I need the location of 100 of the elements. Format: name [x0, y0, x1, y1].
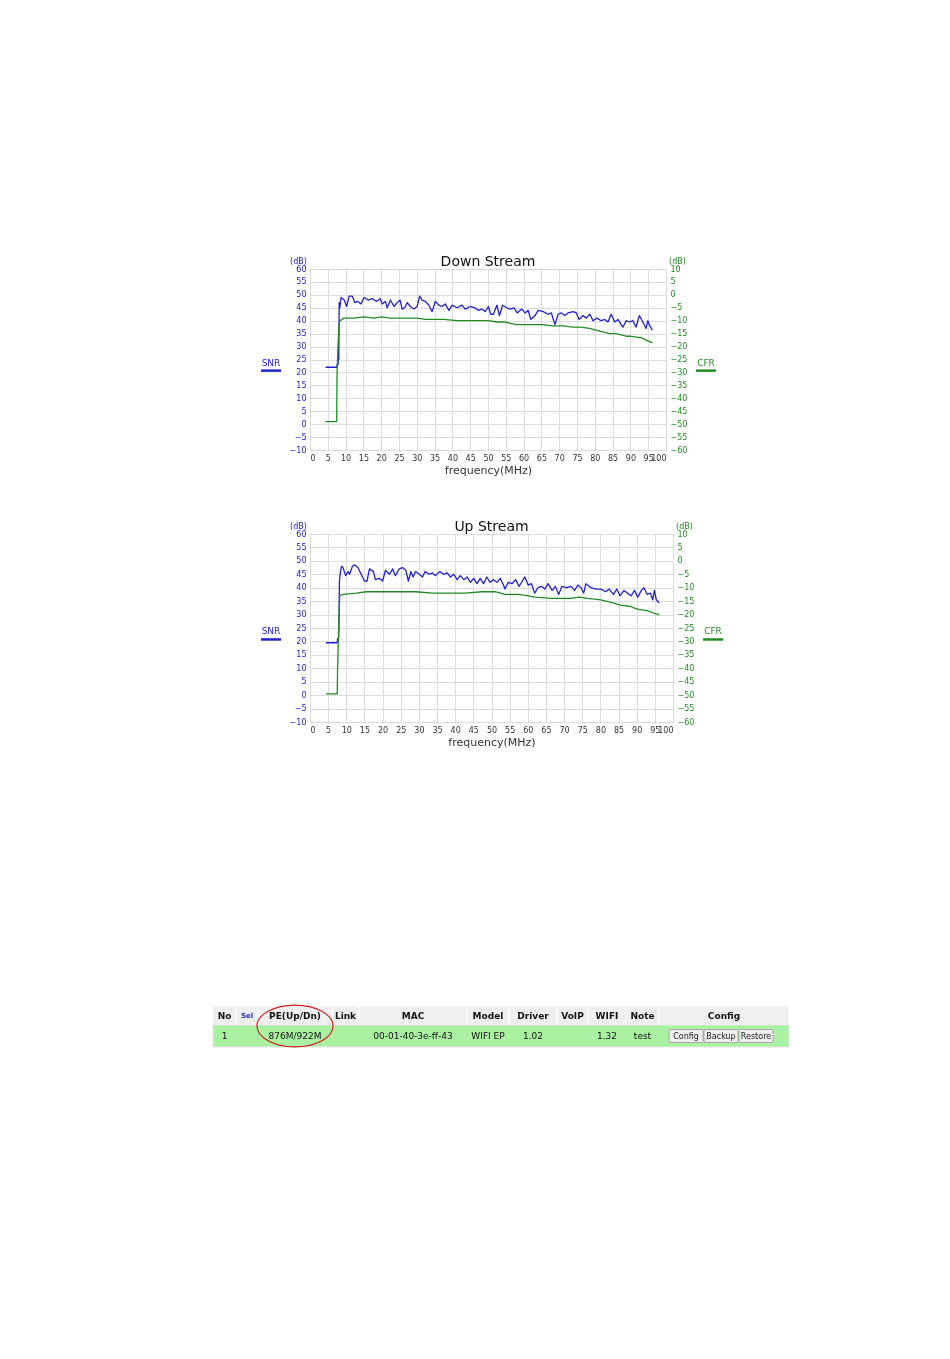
y2-tick-label: 10 — [670, 264, 681, 274]
text: Restore — [740, 1031, 772, 1041]
x-tick-label: 60 — [523, 725, 534, 735]
x-tick-label: 25 — [396, 725, 407, 735]
y2-tick-label: 0 — [670, 290, 676, 300]
x-tick-label: 65 — [536, 453, 547, 463]
y-tick-label: 25 — [296, 355, 307, 364]
y2-tick-label: −50 — [677, 690, 695, 700]
category-label: VoIP — [561, 1011, 585, 1021]
category-label: Driver — [517, 1011, 550, 1021]
y2-tick-label: 0 — [677, 556, 683, 566]
category-label: No — [217, 1011, 232, 1021]
x-tick-label: 5 — [326, 725, 332, 735]
y2-tick-label: −5 — [670, 303, 683, 313]
x-tick-label: 45 — [465, 453, 476, 463]
y-tick-label: 50 — [296, 290, 307, 300]
category-label: Note — [630, 1011, 655, 1021]
x-tick-label: 60 — [519, 453, 530, 463]
x-tick-label: 10 — [341, 453, 352, 463]
y-tick-label: 10 — [296, 393, 307, 403]
y-tick-label: 15 — [296, 380, 307, 390]
x-tick-label: 15 — [359, 725, 371, 735]
y2-tick-label: −45 — [677, 677, 695, 687]
category-label: Model — [472, 1011, 504, 1021]
y-tick-label: 40 — [296, 583, 307, 593]
y2-tick-label: −20 — [670, 342, 688, 352]
y-tick-label: −10 — [289, 445, 307, 455]
x-tick-label: 35 — [430, 453, 441, 463]
x-tick-label: 95 — [643, 453, 654, 463]
text: test — [633, 1031, 652, 1041]
x-tick-label: 70 — [559, 725, 570, 735]
x-tick-label: 55 — [501, 453, 512, 463]
y-tick-label: 30 — [296, 342, 307, 352]
text: SNR — [261, 626, 281, 637]
text: SNR — [261, 357, 281, 368]
line-series — [325, 316, 653, 423]
text: CFR — [704, 626, 722, 637]
y2-tick-label: −10 — [670, 316, 688, 326]
y-tick-label: 60 — [296, 264, 307, 274]
category-label: Link — [334, 1011, 358, 1021]
y-tick-label: −5 — [294, 704, 307, 714]
y2-tick-label: −50 — [670, 419, 688, 429]
y2-tick-label: 5 — [677, 542, 683, 552]
category-label: WIFI — [595, 1011, 619, 1021]
x-tick-label: 5 — [325, 453, 331, 463]
y-tick-label: 5 — [301, 406, 307, 416]
text: CFR — [697, 357, 715, 368]
x-tick-label: 85 — [613, 725, 625, 735]
x-tick-label: 40 — [447, 453, 458, 463]
text: 00-01-40-3e-ff-43 — [373, 1031, 453, 1041]
x-axis-title: frequency(MHz) — [448, 735, 536, 749]
y-tick-label: 40 — [296, 316, 307, 326]
x-tick-label: 35 — [432, 725, 443, 735]
x-tick-label: 50 — [486, 725, 498, 735]
y2-tick-label: −55 — [670, 432, 688, 442]
text: Backup — [706, 1031, 736, 1041]
x-tick-label: 0 — [310, 725, 316, 735]
y2-tick-label: −15 — [670, 329, 688, 339]
y-tick-label: 50 — [296, 556, 307, 566]
line-series — [325, 564, 660, 644]
y-axis-title: (dB) — [290, 521, 307, 531]
y2-tick-label: −60 — [677, 717, 695, 727]
x-tick-label: 100 — [658, 725, 674, 735]
x-tick-label: 15 — [358, 453, 369, 463]
x-tick-label: 70 — [554, 453, 565, 463]
x-tick-label: 75 — [572, 453, 583, 463]
y-tick-label: 10 — [296, 663, 307, 673]
x-tick-label: 30 — [412, 453, 423, 463]
y-tick-label: 35 — [296, 596, 307, 606]
x-axis-title: frequency(MHz) — [444, 463, 533, 477]
text: 1 — [221, 1031, 228, 1041]
category-label: PE(Up/Dn) — [269, 1011, 321, 1021]
y2-tick-label: 5 — [670, 277, 676, 287]
text: WIFI EP — [471, 1031, 506, 1041]
text: 1.32 — [596, 1031, 618, 1041]
y-tick-label: 30 — [296, 610, 307, 620]
category-label: Config — [707, 1011, 741, 1021]
y-tick-label: 5 — [301, 677, 307, 687]
y2-tick-label: −40 — [677, 663, 695, 673]
y-axis-title: (dB) — [290, 256, 307, 266]
y2-tick-label: −55 — [677, 704, 695, 714]
y2-tick-label: −60 — [670, 445, 688, 455]
line-series — [325, 295, 653, 368]
y-tick-label: −5 — [294, 432, 307, 442]
y-tick-label: 0 — [301, 419, 307, 429]
x-tick-label: 85 — [608, 453, 619, 463]
x-tick-label: 95 — [650, 725, 661, 735]
y2-tick-label: −25 — [677, 623, 695, 633]
x-tick-label: 20 — [376, 453, 387, 463]
x-tick-label: 25 — [394, 453, 405, 463]
text: 876M/922M — [268, 1031, 322, 1041]
x-tick-label: 40 — [450, 725, 461, 735]
chart-title: Down Stream — [440, 253, 536, 269]
y2-tick-label: −35 — [670, 380, 688, 390]
y2-axis-title: (dB) — [669, 256, 686, 266]
y2-tick-label: −30 — [677, 636, 695, 646]
x-tick-label: 75 — [577, 725, 588, 735]
text: 1.02 — [522, 1031, 544, 1041]
y2-tick-label: −45 — [670, 406, 688, 416]
y2-tick-label: −20 — [677, 610, 695, 620]
